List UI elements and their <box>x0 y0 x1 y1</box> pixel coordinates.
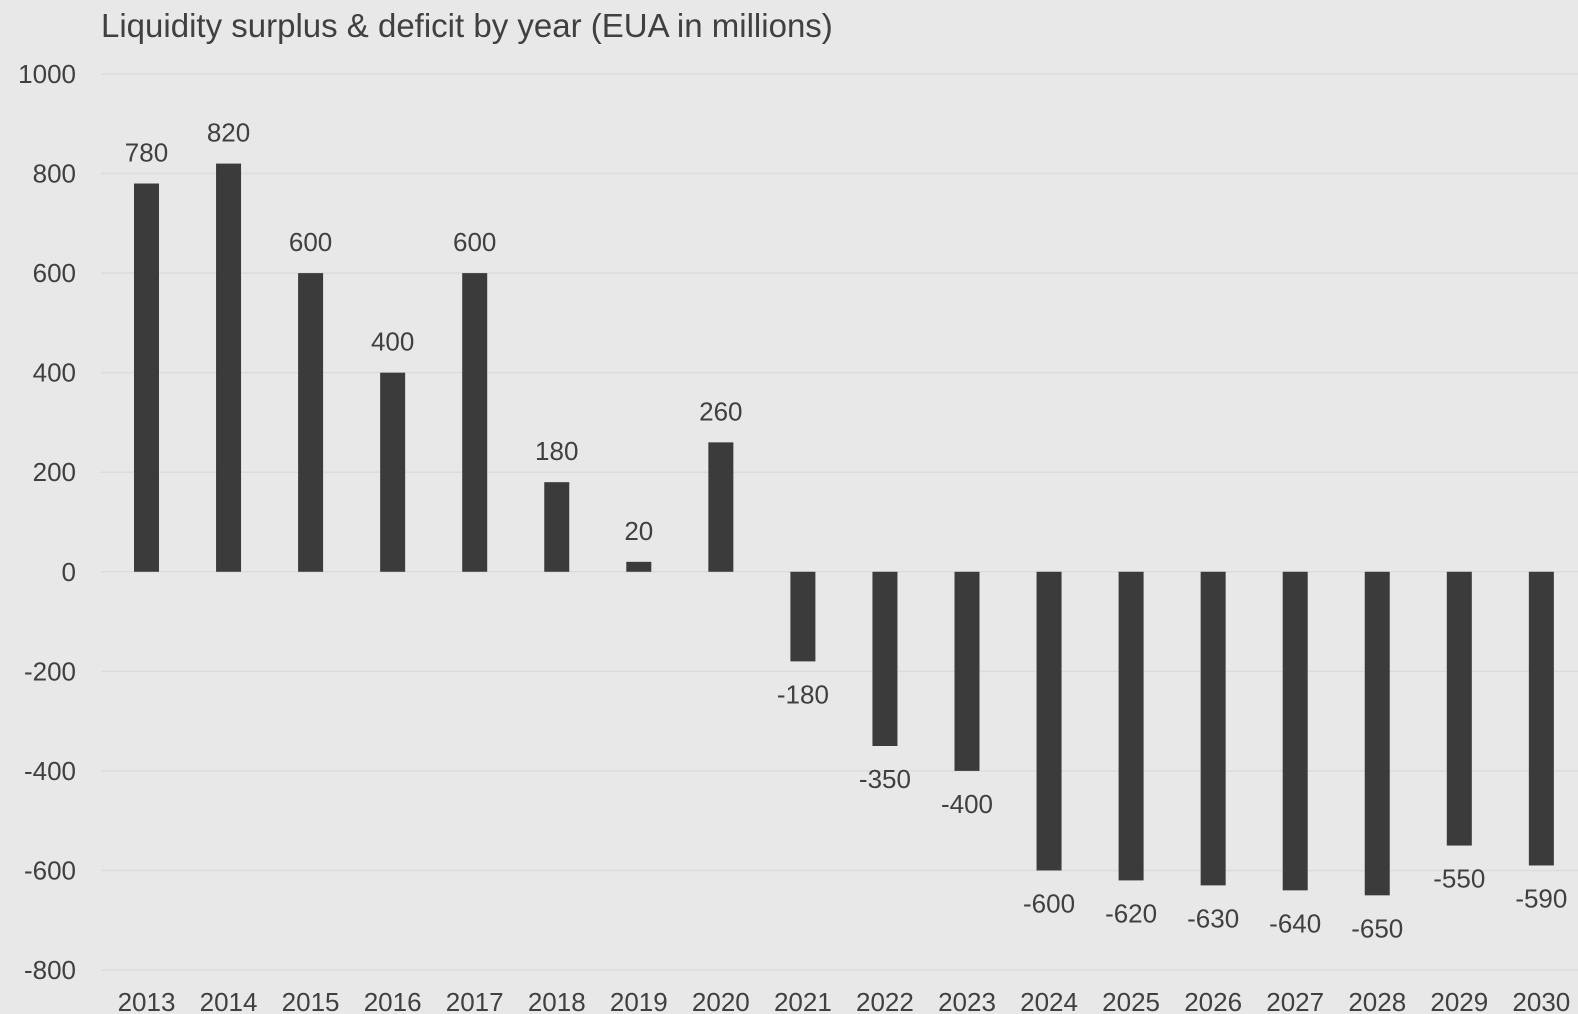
y-tick-label: 0 <box>62 557 76 587</box>
x-tick-label: 2017 <box>446 987 504 1014</box>
bar <box>380 372 406 572</box>
bar <box>626 561 652 572</box>
data-label: -620 <box>1105 898 1157 928</box>
chart-title: Liquidity surplus & deficit by year (EUA… <box>101 7 833 44</box>
x-tick-label: 2022 <box>856 987 914 1014</box>
y-axis-tick-labels: 1000 800 600 400 200 0 -200 -400 -600 -800 <box>18 59 76 985</box>
x-tick-label: 2013 <box>118 987 176 1014</box>
data-labels: 78082060040060018020260-180-350-400-600-… <box>125 118 1568 944</box>
x-tick-label: 2014 <box>200 987 258 1014</box>
x-axis-tick-labels: 2013 2014 2015 2016 2017 2018 2019 2020 2021 2022… <box>118 987 1571 1014</box>
bar <box>708 442 734 572</box>
x-tick-label: 2028 <box>1348 987 1406 1014</box>
data-label: -650 <box>1351 913 1403 943</box>
bar <box>1118 571 1144 881</box>
y-tick-label: 400 <box>33 358 76 388</box>
y-tick-label: 1000 <box>18 59 76 89</box>
y-tick-label: -600 <box>24 855 76 885</box>
bar <box>790 571 816 662</box>
data-label: 400 <box>371 327 414 357</box>
gridlines <box>101 73 1578 971</box>
bar <box>1036 571 1062 871</box>
bar <box>1446 571 1472 846</box>
data-label: 180 <box>535 436 578 466</box>
data-label: 600 <box>453 227 496 257</box>
data-label: 20 <box>624 516 653 546</box>
data-label: -630 <box>1187 903 1239 933</box>
x-tick-label: 2018 <box>528 987 586 1014</box>
x-tick-label: 2016 <box>364 987 422 1014</box>
data-label: -590 <box>1515 883 1567 913</box>
bar <box>872 571 898 746</box>
data-label: -600 <box>1023 888 1075 918</box>
y-tick-label: -800 <box>24 955 76 985</box>
x-tick-label: 2030 <box>1512 987 1570 1014</box>
bar <box>462 273 488 572</box>
x-tick-label: 2025 <box>1102 987 1160 1014</box>
y-tick-label: 200 <box>33 457 76 487</box>
x-tick-label: 2020 <box>692 987 750 1014</box>
bars <box>134 163 1554 896</box>
y-tick-label: 600 <box>33 258 76 288</box>
x-tick-label: 2021 <box>774 987 832 1014</box>
data-label: -550 <box>1433 864 1485 894</box>
data-label: 260 <box>699 396 742 426</box>
y-tick-label: -400 <box>24 756 76 786</box>
y-tick-label: 800 <box>33 159 76 189</box>
x-tick-label: 2015 <box>282 987 340 1014</box>
x-tick-label: 2026 <box>1184 987 1242 1014</box>
x-tick-label: 2019 <box>610 987 668 1014</box>
y-tick-label: -200 <box>24 656 76 686</box>
data-label: -350 <box>859 764 911 794</box>
bar <box>1364 571 1390 896</box>
x-tick-label: 2023 <box>938 987 996 1014</box>
data-label: -400 <box>941 789 993 819</box>
data-label: 600 <box>289 227 332 257</box>
x-tick-label: 2029 <box>1430 987 1488 1014</box>
data-label: -640 <box>1269 908 1321 938</box>
bar <box>954 571 980 771</box>
bar <box>1528 571 1554 866</box>
bar <box>1282 571 1308 891</box>
bar <box>298 273 324 572</box>
bar <box>216 163 242 572</box>
bar <box>1200 571 1226 886</box>
x-tick-label: 2027 <box>1266 987 1324 1014</box>
data-label: 780 <box>125 138 168 168</box>
data-label: 820 <box>207 118 250 148</box>
x-tick-label: 2024 <box>1020 987 1078 1014</box>
data-label: -180 <box>777 679 829 709</box>
bar <box>134 183 159 572</box>
bar <box>544 482 570 572</box>
